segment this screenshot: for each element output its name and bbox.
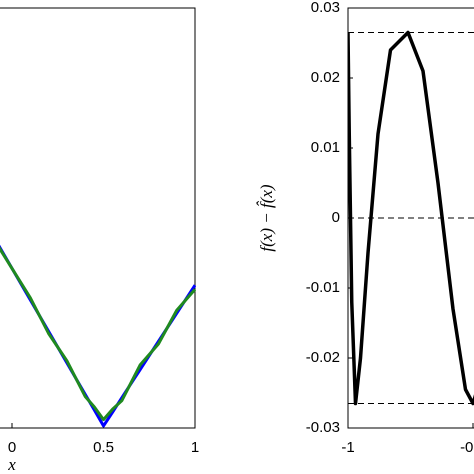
y-tick-label: 0.03	[311, 0, 340, 16]
y-tick-label: -0.03	[306, 419, 340, 436]
left-panel: 0 0.5 1 x	[0, 7, 199, 474]
x-tick-label: 0.5	[93, 439, 114, 456]
x-tick-label: -1	[341, 439, 354, 456]
y-tick-label: 0	[332, 209, 340, 226]
plot-frame	[0, 7, 196, 429]
y-tick-label: -0.02	[306, 349, 340, 366]
x-tick-label: 0	[8, 439, 16, 456]
y-tick-label: 0.02	[311, 69, 340, 86]
y-tick-label: -0.01	[306, 279, 340, 296]
data-line	[0, 246, 196, 422]
x-tick-label: -0.5	[460, 439, 474, 456]
y-tick-label: 0.01	[311, 139, 340, 156]
y-axis-label: f(x) − f̂(x)	[256, 184, 276, 251]
data-line	[348, 30, 474, 406]
right-panel: -1 -0.5 0.03 0.02 0.01 0 -0.01 -0.02 -0.03 f(x) −…	[256, 0, 474, 456]
x-axis-label: x	[7, 455, 16, 474]
x-tick-label: 1	[191, 439, 199, 456]
